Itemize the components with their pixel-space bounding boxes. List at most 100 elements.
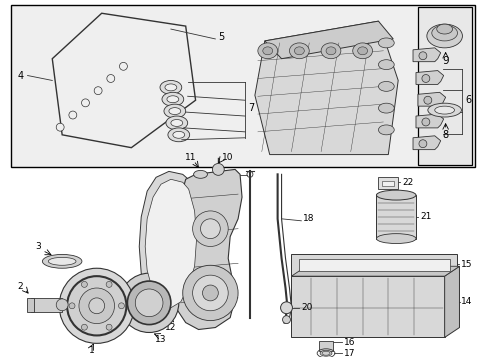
Ellipse shape: [49, 257, 76, 265]
Ellipse shape: [258, 43, 278, 59]
Circle shape: [69, 303, 75, 309]
Text: 8: 8: [442, 130, 449, 140]
Ellipse shape: [353, 43, 372, 59]
Text: 22: 22: [402, 178, 414, 187]
Ellipse shape: [376, 190, 416, 200]
Circle shape: [120, 273, 179, 333]
Circle shape: [193, 211, 228, 247]
Bar: [382, 181, 394, 186]
Bar: [319, 341, 333, 351]
Circle shape: [89, 298, 105, 314]
Polygon shape: [444, 266, 460, 337]
Text: 4: 4: [18, 71, 24, 81]
Circle shape: [183, 265, 238, 321]
Polygon shape: [265, 21, 393, 59]
Circle shape: [212, 163, 224, 175]
Ellipse shape: [164, 104, 186, 118]
Circle shape: [69, 111, 77, 119]
Ellipse shape: [427, 24, 463, 48]
Ellipse shape: [378, 38, 394, 48]
Text: 2: 2: [18, 282, 24, 291]
Circle shape: [202, 285, 219, 301]
Ellipse shape: [167, 96, 179, 103]
Ellipse shape: [376, 234, 416, 243]
Circle shape: [79, 288, 115, 324]
Ellipse shape: [294, 47, 304, 55]
Ellipse shape: [378, 81, 394, 91]
Circle shape: [94, 87, 102, 95]
Bar: [30, 298, 62, 312]
Ellipse shape: [194, 170, 207, 178]
Circle shape: [281, 302, 293, 314]
Circle shape: [200, 219, 220, 239]
Circle shape: [81, 99, 90, 107]
Circle shape: [424, 96, 432, 104]
Bar: [292, 276, 444, 337]
Text: 21: 21: [420, 212, 431, 221]
Bar: [11, 5, 475, 167]
Text: 14: 14: [462, 297, 473, 306]
Circle shape: [107, 75, 115, 82]
Ellipse shape: [171, 120, 183, 126]
Text: 17: 17: [344, 349, 355, 358]
Circle shape: [56, 123, 64, 131]
Polygon shape: [173, 170, 242, 329]
Circle shape: [419, 52, 427, 60]
Ellipse shape: [378, 125, 394, 135]
Polygon shape: [413, 48, 441, 62]
Bar: [378, 177, 398, 189]
Circle shape: [419, 140, 427, 148]
Bar: [299, 259, 450, 271]
Text: 12: 12: [165, 323, 176, 332]
Circle shape: [106, 282, 112, 287]
Text: 20: 20: [301, 303, 313, 312]
Text: 16: 16: [344, 338, 355, 347]
Circle shape: [59, 268, 134, 343]
Polygon shape: [139, 171, 200, 316]
Ellipse shape: [160, 80, 182, 94]
Ellipse shape: [437, 24, 453, 34]
Circle shape: [67, 276, 126, 336]
Ellipse shape: [320, 350, 332, 356]
Text: 11: 11: [185, 153, 196, 162]
Bar: [292, 255, 458, 276]
Circle shape: [127, 281, 171, 325]
Circle shape: [193, 275, 228, 311]
Text: 3: 3: [36, 242, 41, 251]
Ellipse shape: [168, 128, 190, 142]
Ellipse shape: [165, 84, 177, 91]
Text: 10: 10: [222, 153, 234, 162]
Text: 19: 19: [222, 171, 234, 180]
Text: 1: 1: [89, 346, 95, 355]
Bar: [376, 195, 416, 239]
Circle shape: [81, 324, 87, 330]
Ellipse shape: [290, 43, 309, 59]
Text: 7: 7: [248, 103, 254, 113]
Ellipse shape: [378, 103, 394, 113]
Circle shape: [119, 303, 124, 309]
Ellipse shape: [358, 47, 368, 55]
Polygon shape: [416, 114, 443, 128]
Ellipse shape: [435, 106, 455, 114]
Ellipse shape: [326, 47, 336, 55]
Text: 9: 9: [442, 56, 449, 66]
Polygon shape: [413, 136, 441, 150]
Text: 5: 5: [219, 32, 224, 42]
Ellipse shape: [428, 103, 462, 117]
Circle shape: [120, 62, 127, 70]
Ellipse shape: [56, 299, 68, 311]
Ellipse shape: [162, 92, 184, 106]
Circle shape: [106, 324, 112, 330]
Circle shape: [135, 289, 163, 317]
Polygon shape: [416, 71, 443, 84]
Polygon shape: [418, 92, 445, 106]
Polygon shape: [145, 179, 196, 308]
Ellipse shape: [43, 255, 82, 268]
Circle shape: [283, 316, 291, 324]
Ellipse shape: [173, 131, 185, 138]
Circle shape: [81, 282, 87, 287]
Ellipse shape: [263, 47, 272, 55]
Circle shape: [422, 75, 430, 82]
Bar: [26, 298, 34, 312]
Ellipse shape: [378, 60, 394, 69]
